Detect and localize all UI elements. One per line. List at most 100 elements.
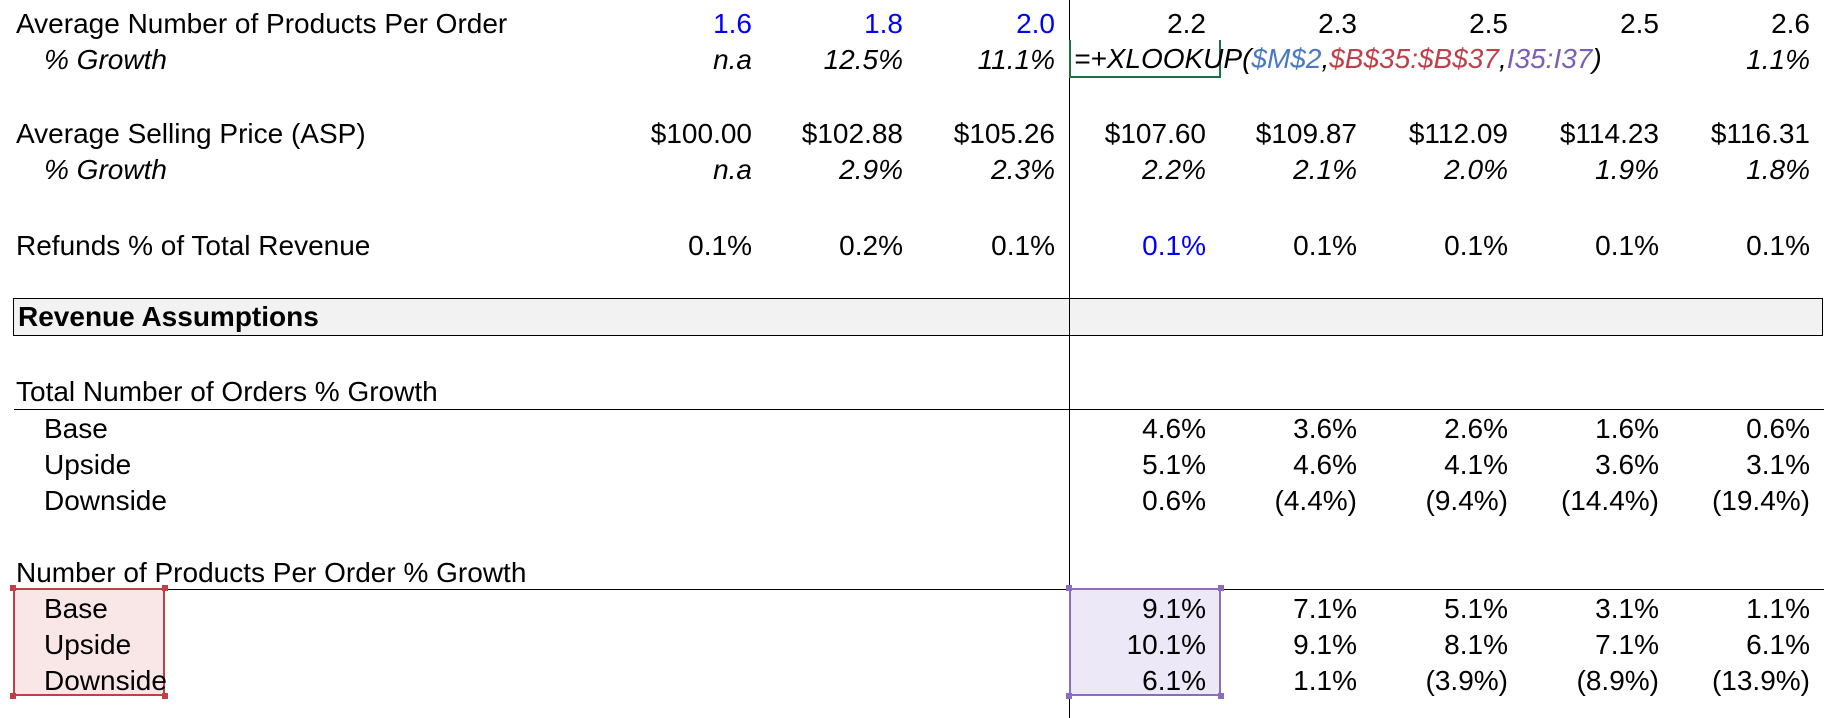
cell[interactable]: 3.6%	[1293, 413, 1357, 444]
row-orders-downside: Downside 0.6% (4.4%) (9.4%) (14.4%) (19.…	[0, 483, 1834, 519]
block-title[interactable]: Total Number of Orders % Growth	[16, 376, 438, 407]
cell[interactable]: n.a	[713, 44, 752, 75]
cell-formula-editor[interactable]: =+XLOOKUP($M$2,$B$35:$B$37,I35:I37)	[1074, 41, 1602, 77]
row-label[interactable]: Average Number of Products Per Order	[16, 8, 508, 39]
cell[interactable]: 2.5	[1469, 8, 1508, 39]
cell[interactable]: 6.1%	[1746, 629, 1810, 660]
cell[interactable]: 3.1%	[1746, 449, 1810, 480]
range-handle[interactable]	[1066, 693, 1072, 699]
cell[interactable]: 5.1%	[1444, 593, 1508, 624]
cell[interactable]: $102.88	[801, 118, 903, 149]
row-label[interactable]: % Growth	[44, 44, 167, 75]
cell[interactable]: (4.4%)	[1274, 485, 1357, 516]
formula-range-highlight-lookup-array[interactable]	[13, 588, 165, 696]
range-handle[interactable]	[162, 585, 168, 591]
range-handle[interactable]	[1218, 693, 1224, 699]
cell[interactable]: 0.1%	[1142, 230, 1206, 261]
cell[interactable]: 8.1%	[1444, 629, 1508, 660]
cell[interactable]: 0.6%	[1746, 413, 1810, 444]
scenario-label[interactable]: Downside	[44, 665, 167, 696]
cell[interactable]: (8.9%)	[1576, 665, 1659, 696]
cell[interactable]: 0.1%	[688, 230, 752, 261]
range-handle[interactable]	[10, 693, 16, 699]
cell[interactable]: 1.6	[713, 8, 752, 39]
cell[interactable]: $114.23	[1559, 118, 1659, 149]
cell[interactable]: $116.31	[1710, 118, 1810, 149]
cell[interactable]: $100.00	[650, 118, 752, 149]
cell[interactable]: 5.1%	[1142, 449, 1206, 480]
cell[interactable]: 4.1%	[1444, 449, 1508, 480]
section-divider	[1069, 298, 1070, 336]
row-label[interactable]: Average Selling Price (ASP)	[16, 118, 366, 149]
cell[interactable]: 2.2	[1167, 8, 1206, 39]
cell[interactable]: 1.8%	[1746, 154, 1810, 185]
cell[interactable]: 7.1%	[1595, 629, 1659, 660]
cell[interactable]: n.a	[713, 154, 752, 185]
scenario-label[interactable]: Base	[44, 413, 108, 444]
scenario-label[interactable]: Base	[44, 593, 108, 624]
cell[interactable]: 4.6%	[1142, 413, 1206, 444]
range-handle[interactable]	[10, 585, 16, 591]
cell[interactable]: 10.1%	[1126, 629, 1206, 660]
cell[interactable]: 0.1%	[1444, 230, 1508, 261]
cell[interactable]: 0.1%	[1746, 230, 1810, 261]
row-label[interactable]: % Growth	[44, 154, 167, 185]
cell[interactable]: 1.1%	[1746, 593, 1810, 624]
cell[interactable]: 7.1%	[1293, 593, 1357, 624]
formula-comma: ,	[1321, 43, 1330, 74]
cell[interactable]: 3.6%	[1595, 449, 1659, 480]
cell[interactable]: 9.1%	[1142, 593, 1206, 624]
cell[interactable]: 11.1%	[977, 44, 1055, 75]
cell[interactable]: 4.6%	[1293, 449, 1357, 480]
cell[interactable]: 1.8	[864, 8, 903, 39]
cell[interactable]: 2.3	[1318, 8, 1357, 39]
cell[interactable]: 2.0	[1016, 8, 1055, 39]
row-label[interactable]: Refunds % of Total Revenue	[16, 230, 371, 261]
cell[interactable]: 0.1%	[1293, 230, 1357, 261]
cell[interactable]: 2.3%	[991, 154, 1055, 185]
formula-range-highlight-return-array[interactable]	[1069, 588, 1221, 696]
row-avg-products: Average Number of Products Per Order 1.6…	[0, 6, 1834, 42]
cell[interactable]: 0.2%	[839, 230, 903, 261]
cell[interactable]: (3.9%)	[1425, 665, 1508, 696]
scenario-label[interactable]: Upside	[44, 449, 132, 480]
cell[interactable]: 2.2%	[1142, 154, 1206, 185]
cell[interactable]: 1.9%	[1595, 154, 1659, 185]
range-handle[interactable]	[1066, 585, 1072, 591]
formula-comma: ,	[1498, 43, 1507, 74]
range-handle[interactable]	[1218, 585, 1224, 591]
cell[interactable]: 2.6	[1771, 8, 1810, 39]
cell[interactable]: 2.6%	[1444, 413, 1508, 444]
row-refunds: Refunds % of Total Revenue 0.1% 0.2% 0.1…	[0, 228, 1834, 264]
cell[interactable]: 2.5	[1620, 8, 1659, 39]
cell[interactable]: 12.5%	[823, 44, 903, 75]
block-title[interactable]: Number of Products Per Order % Growth	[16, 557, 527, 588]
cell[interactable]: $107.60	[1104, 118, 1206, 149]
row-asp-growth: % Growth n.a 2.9% 2.3% 2.2% 2.1% 2.0% 1.…	[0, 152, 1834, 188]
cell[interactable]: (19.4%)	[1711, 485, 1810, 516]
cell[interactable]: 6.1%	[1142, 665, 1206, 696]
cell[interactable]: 0.1%	[1595, 230, 1659, 261]
cell[interactable]: 1.1%	[1293, 665, 1357, 696]
cell[interactable]: $105.26	[953, 118, 1055, 149]
cell[interactable]: 9.1%	[1293, 629, 1357, 660]
scenario-label[interactable]: Downside	[44, 485, 167, 516]
active-cell[interactable]	[1069, 40, 1221, 78]
cell[interactable]: 2.1%	[1293, 154, 1357, 185]
cell[interactable]: (9.4%)	[1425, 485, 1508, 516]
range-handle[interactable]	[162, 693, 168, 699]
cell[interactable]: (14.4%)	[1560, 485, 1659, 516]
scenario-label[interactable]: Upside	[44, 629, 132, 660]
cell[interactable]: 0.6%	[1142, 485, 1206, 516]
cell[interactable]: 0.1%	[991, 230, 1055, 261]
cell[interactable]: 1.1%	[1746, 44, 1810, 75]
cell[interactable]: 2.0%	[1444, 154, 1508, 185]
column-divider	[1069, 0, 1070, 718]
cell[interactable]: (13.9%)	[1711, 665, 1810, 696]
cell[interactable]: $112.09	[1408, 118, 1508, 149]
cell[interactable]: 2.9%	[839, 154, 903, 185]
section-header[interactable]: Revenue Assumptions	[13, 298, 1823, 336]
cell[interactable]: 3.1%	[1595, 593, 1659, 624]
cell[interactable]: 1.6%	[1595, 413, 1659, 444]
cell[interactable]: $109.87	[1255, 118, 1357, 149]
